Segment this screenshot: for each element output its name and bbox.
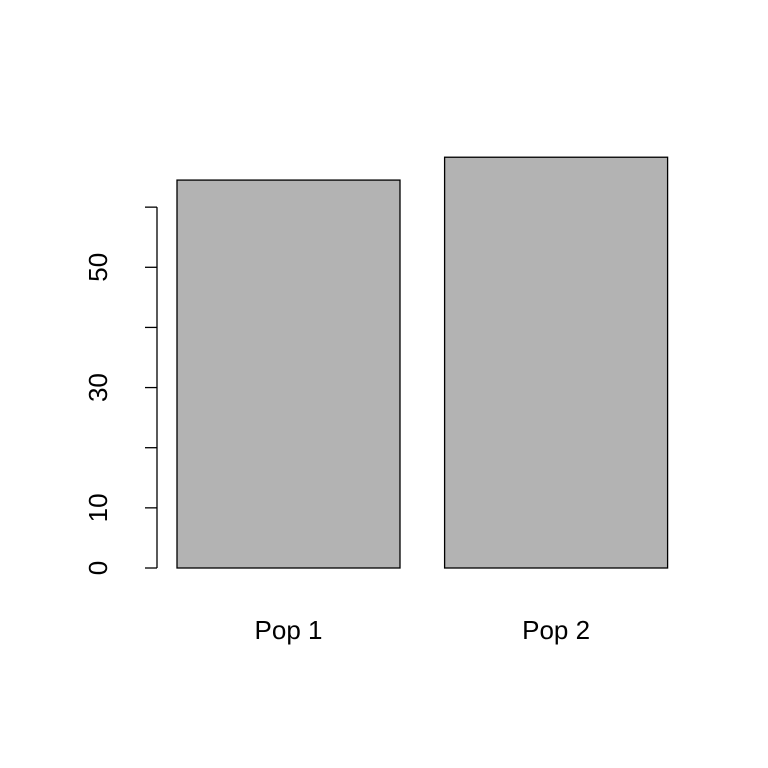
- y-tick-label: 0: [83, 561, 113, 575]
- y-tick-label: 30: [83, 373, 113, 402]
- x-tick-label: Pop 2: [522, 615, 590, 645]
- x-tick-label: Pop 1: [255, 615, 323, 645]
- bar: [443, 156, 669, 569]
- y-tick-label: 10: [83, 493, 113, 522]
- y-tick-label: 50: [83, 253, 113, 282]
- bar: [176, 179, 401, 569]
